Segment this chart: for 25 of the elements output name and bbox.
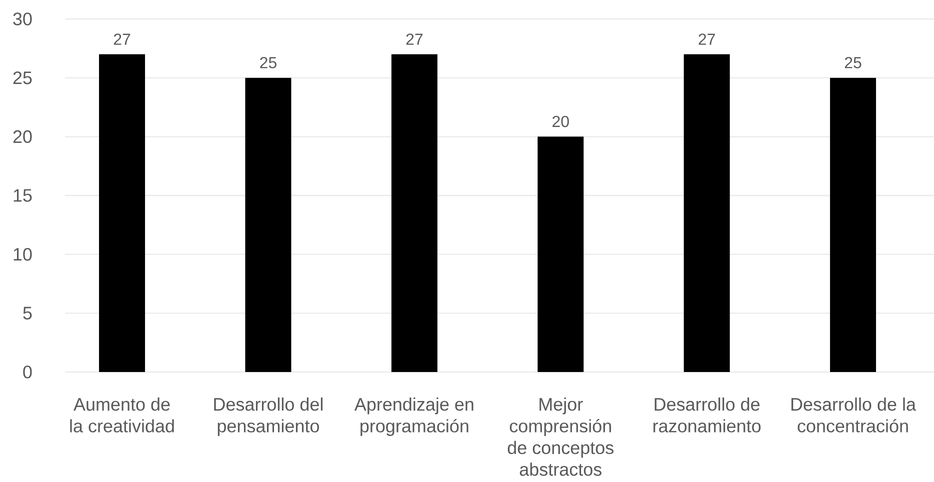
- data-label: 25: [844, 56, 862, 68]
- y-tick-label: 15: [14, 189, 32, 202]
- bar: [391, 54, 438, 372]
- y-tick-label: 25: [13, 71, 32, 84]
- x-tick-label: Aumento de la creatividad: [70, 398, 174, 432]
- bar: [684, 54, 730, 372]
- bar: [245, 78, 292, 372]
- data-label: 27: [698, 34, 715, 45]
- x-tick-label: Desarrollo de razonamiento: [653, 398, 761, 432]
- y-tick-label: 30: [13, 12, 32, 26]
- data-label: 27: [406, 34, 423, 45]
- y-tick-label: 20: [13, 130, 32, 144]
- x-tick-label: Desarrollo del pensamiento: [214, 398, 322, 436]
- y-tick-label: 0: [23, 366, 32, 378]
- y-tick-label: 5: [23, 306, 32, 320]
- y-tick-label: 10: [14, 248, 32, 261]
- data-label: 27: [114, 34, 130, 45]
- x-tick-label: Desarrollo de la concentración: [791, 398, 916, 432]
- x-tick-label: Aprendizaje en programación: [354, 398, 474, 436]
- data-label: 25: [260, 56, 276, 68]
- x-tick-label: Mejor comprensión de conceptos abstractos: [508, 398, 614, 476]
- bar: [538, 136, 584, 372]
- bar: [830, 78, 876, 372]
- data-label: 20: [552, 116, 569, 128]
- bar: [99, 54, 146, 372]
